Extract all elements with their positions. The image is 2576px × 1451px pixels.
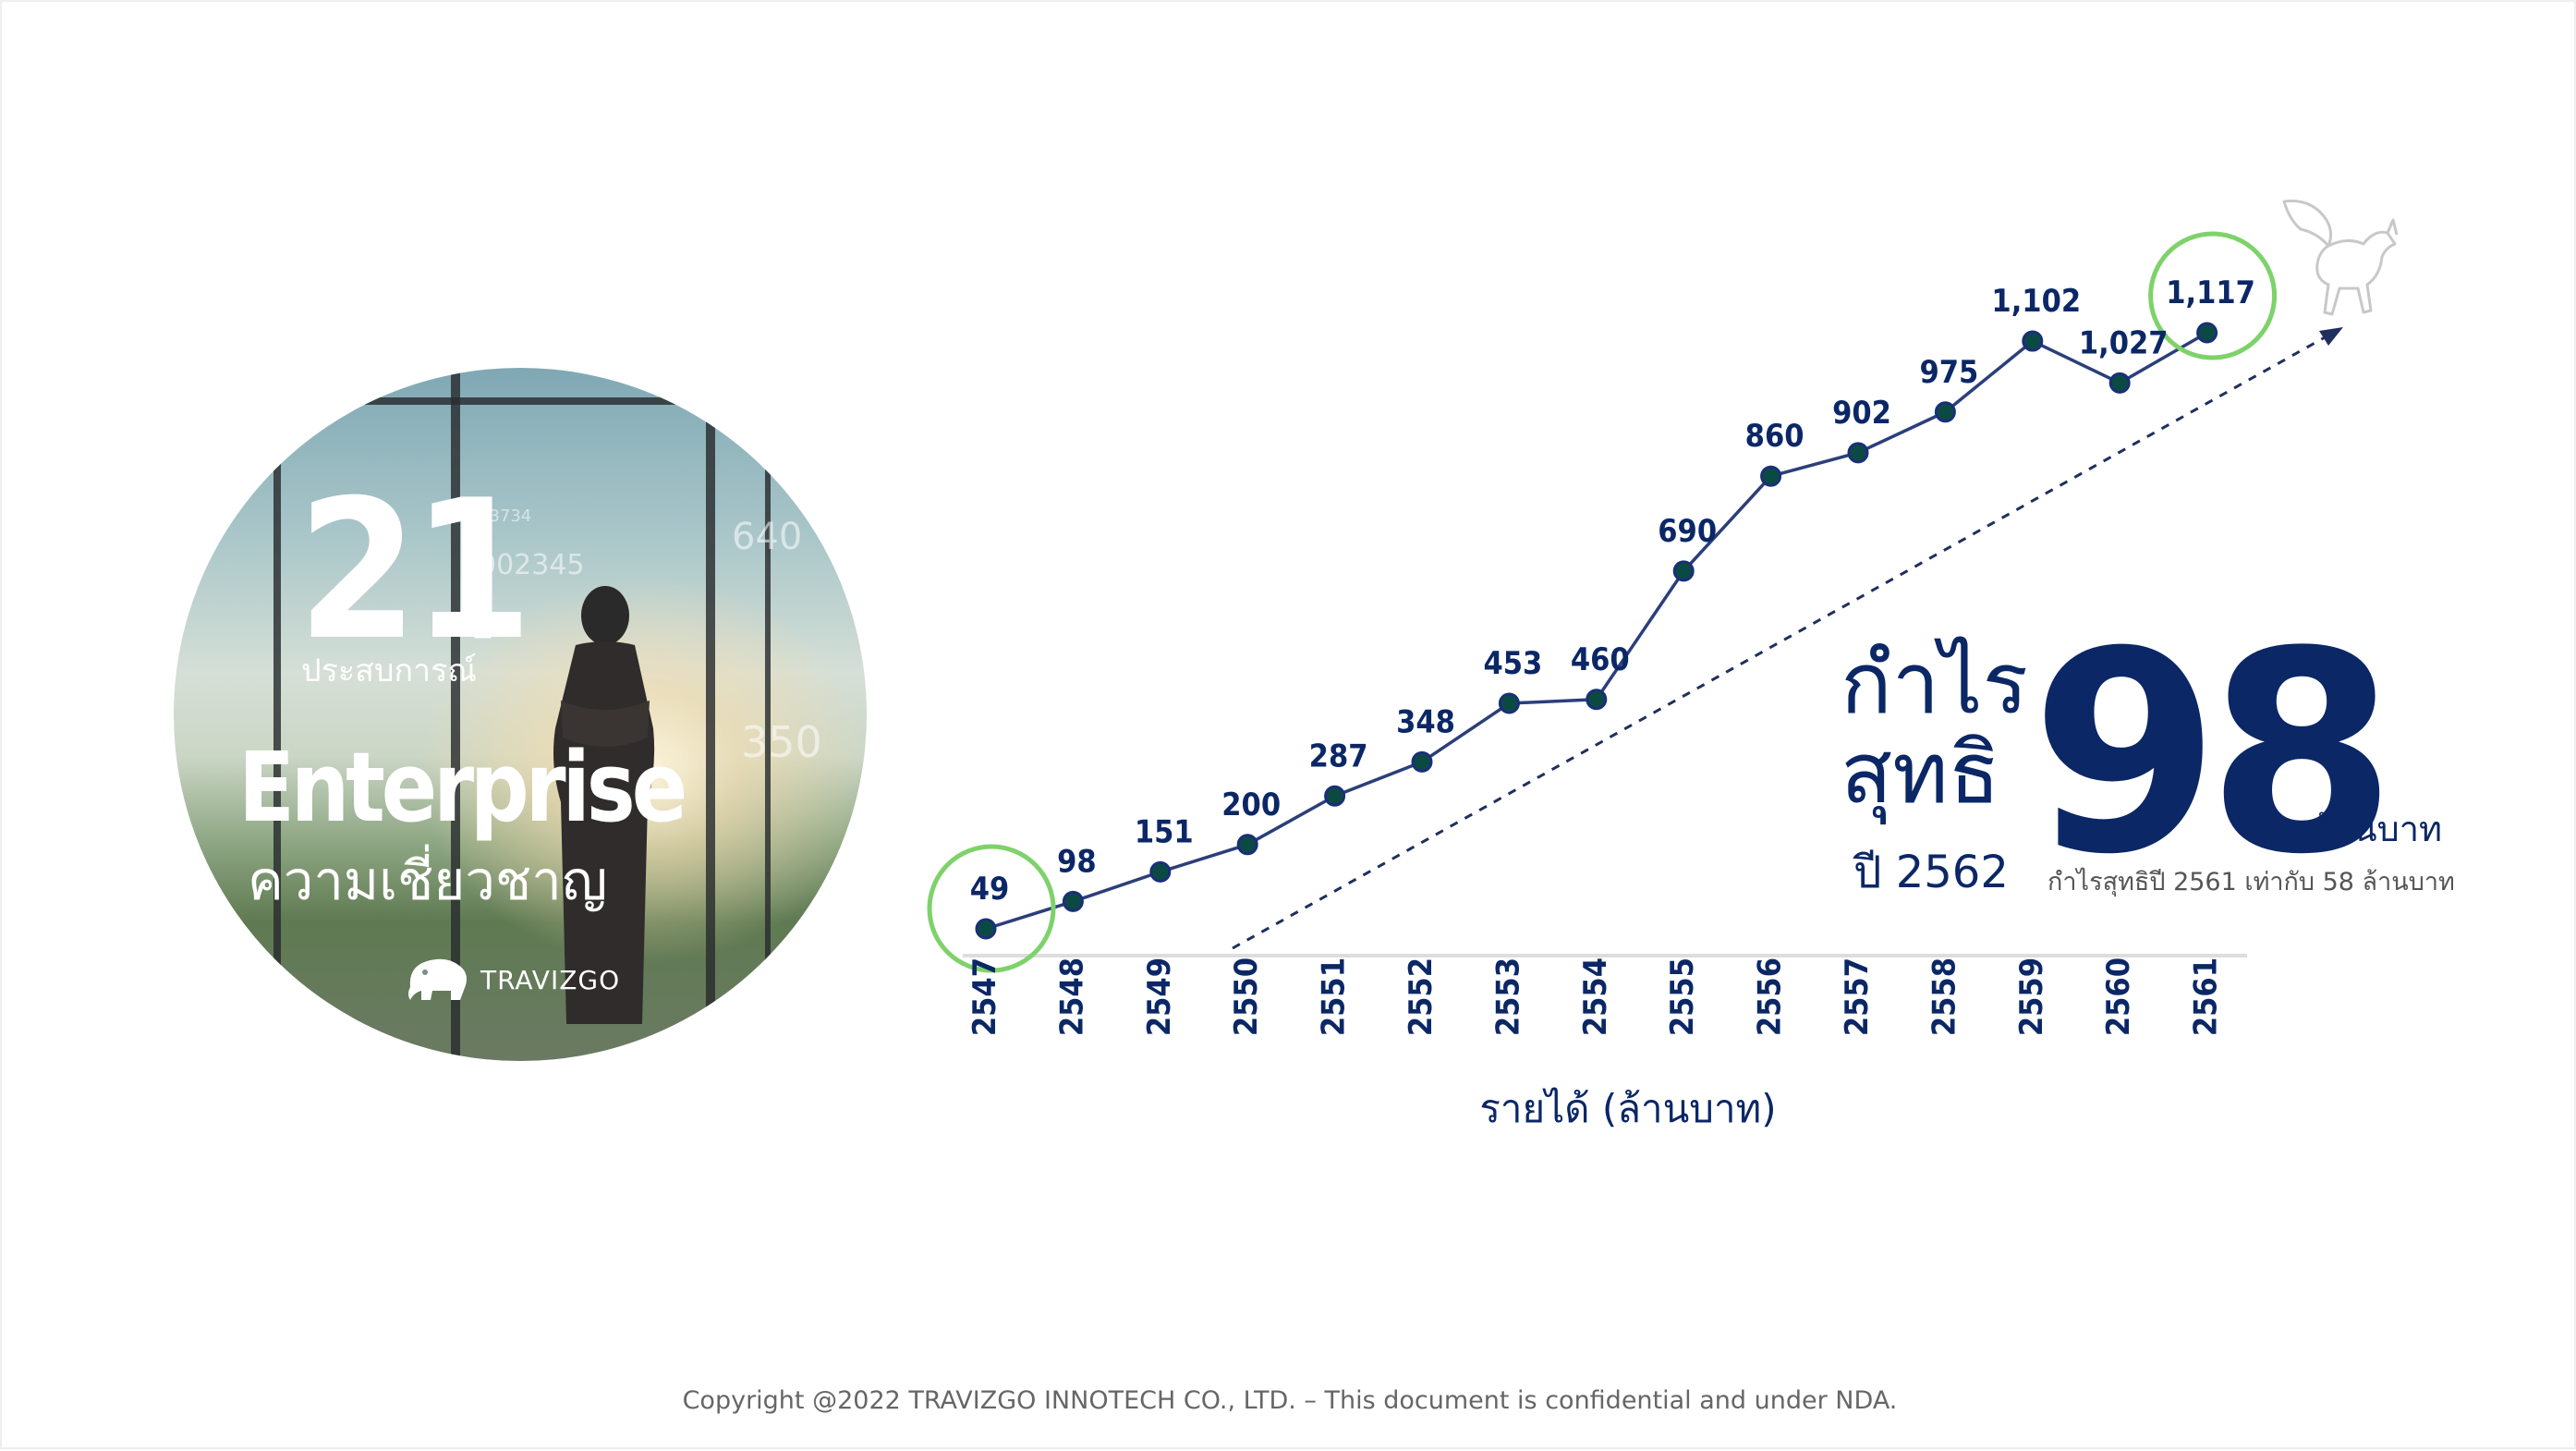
data-label: 860 [1745,418,1804,455]
x-tick-label: 2551 [1316,957,1353,1036]
profit-year: ปี 2562 [1853,847,2009,898]
x-tick-label: 2556 [1752,957,1789,1036]
x-tick-label: 2557 [1839,957,1876,1036]
data-point [2196,322,2218,344]
experience-label: ประสบการณ์ [301,652,477,689]
data-label: 1,117 [2166,274,2255,311]
years-number: 21 [298,459,532,683]
data-label: 348 [1396,703,1455,740]
expertise-subtitle: ความเชี่ยวชาญ [248,849,608,912]
enterprise-photo: 640 002345 23734 350 21 ปี ประสบการณ์ En… [174,368,867,1061]
data-label: 287 [1309,738,1368,774]
years-unit: ปี [468,601,493,648]
trend-arrow-head [2319,327,2343,346]
x-tick-label: 2560 [2100,957,2137,1036]
data-point [1062,890,1084,912]
x-tick-label: 2559 [2013,957,2050,1036]
profit-value: 98 [2031,592,2396,915]
deco-number: 002345 [479,549,585,581]
deco-number: 640 [732,516,803,558]
data-point [975,918,997,940]
data-label: 453 [1483,645,1542,682]
x-tick-label: 2549 [1141,957,1178,1036]
enterprise-title: Enterprise [238,731,687,844]
data-label: 690 [1658,513,1717,550]
data-label: 200 [1221,786,1281,823]
x-axis-title: รายได้ (ล้านบาท) [1479,1086,1777,1131]
data-point [1149,860,1172,883]
data-label: 49 [970,871,1010,908]
copyright-footer: Copyright @2022 TRAVIZGO INNOTECH CO., L… [682,1386,1898,1415]
data-label: 1,027 [2079,324,2169,361]
data-point [1411,750,1433,773]
data-label: 902 [1832,395,1891,432]
data-point [1760,465,1782,487]
profit-label-line2: สุทธิ [1841,723,2000,823]
data-point [2022,330,2044,352]
person-silhouette-icon [553,586,655,1024]
data-point [1586,689,1608,711]
data-point [1847,442,1869,464]
travizgo-logo: TRAVIZGO [480,965,621,995]
x-tick-label: 2548 [1053,957,1090,1036]
profit-label-line1: กำไร [1841,634,2029,733]
data-label: 975 [1919,354,1978,391]
x-tick-label: 2555 [1664,957,1701,1036]
data-point [2108,372,2131,394]
x-tick-label: 2561 [2188,957,2225,1036]
highlight-circle [2148,231,2278,360]
data-label: 98 [1057,843,1097,880]
data-label: 460 [1571,641,1630,678]
deco-number: 350 [741,717,822,767]
profit-label: กำไร สุทธิ [1841,634,2029,823]
profit-unit: ล้านบาท [2312,809,2443,849]
x-tick-label: 2547 [966,957,1003,1036]
data-point [1672,560,1695,582]
pegasus-icon [2282,199,2399,316]
elephant-logo-icon [408,958,467,1000]
x-tick-label: 2554 [1577,957,1614,1036]
x-tick-label: 2553 [1489,957,1526,1036]
x-tick-label: 2558 [1926,957,1962,1036]
data-point [1498,692,1520,714]
data-point [1324,785,1346,807]
data-point [1236,834,1258,856]
profit-note: กำไรสุทธิปี 2561 เท่ากับ 58 ล้านบาท [2047,868,2455,896]
x-tick-label: 2550 [1228,957,1265,1036]
data-label: 151 [1135,813,1194,850]
data-label: 1,102 [1991,283,2081,320]
highlight-circle [927,844,1056,973]
deco-number: 23734 [479,506,532,526]
x-tick-label: 2552 [1403,957,1440,1036]
data-point [1934,401,1956,423]
